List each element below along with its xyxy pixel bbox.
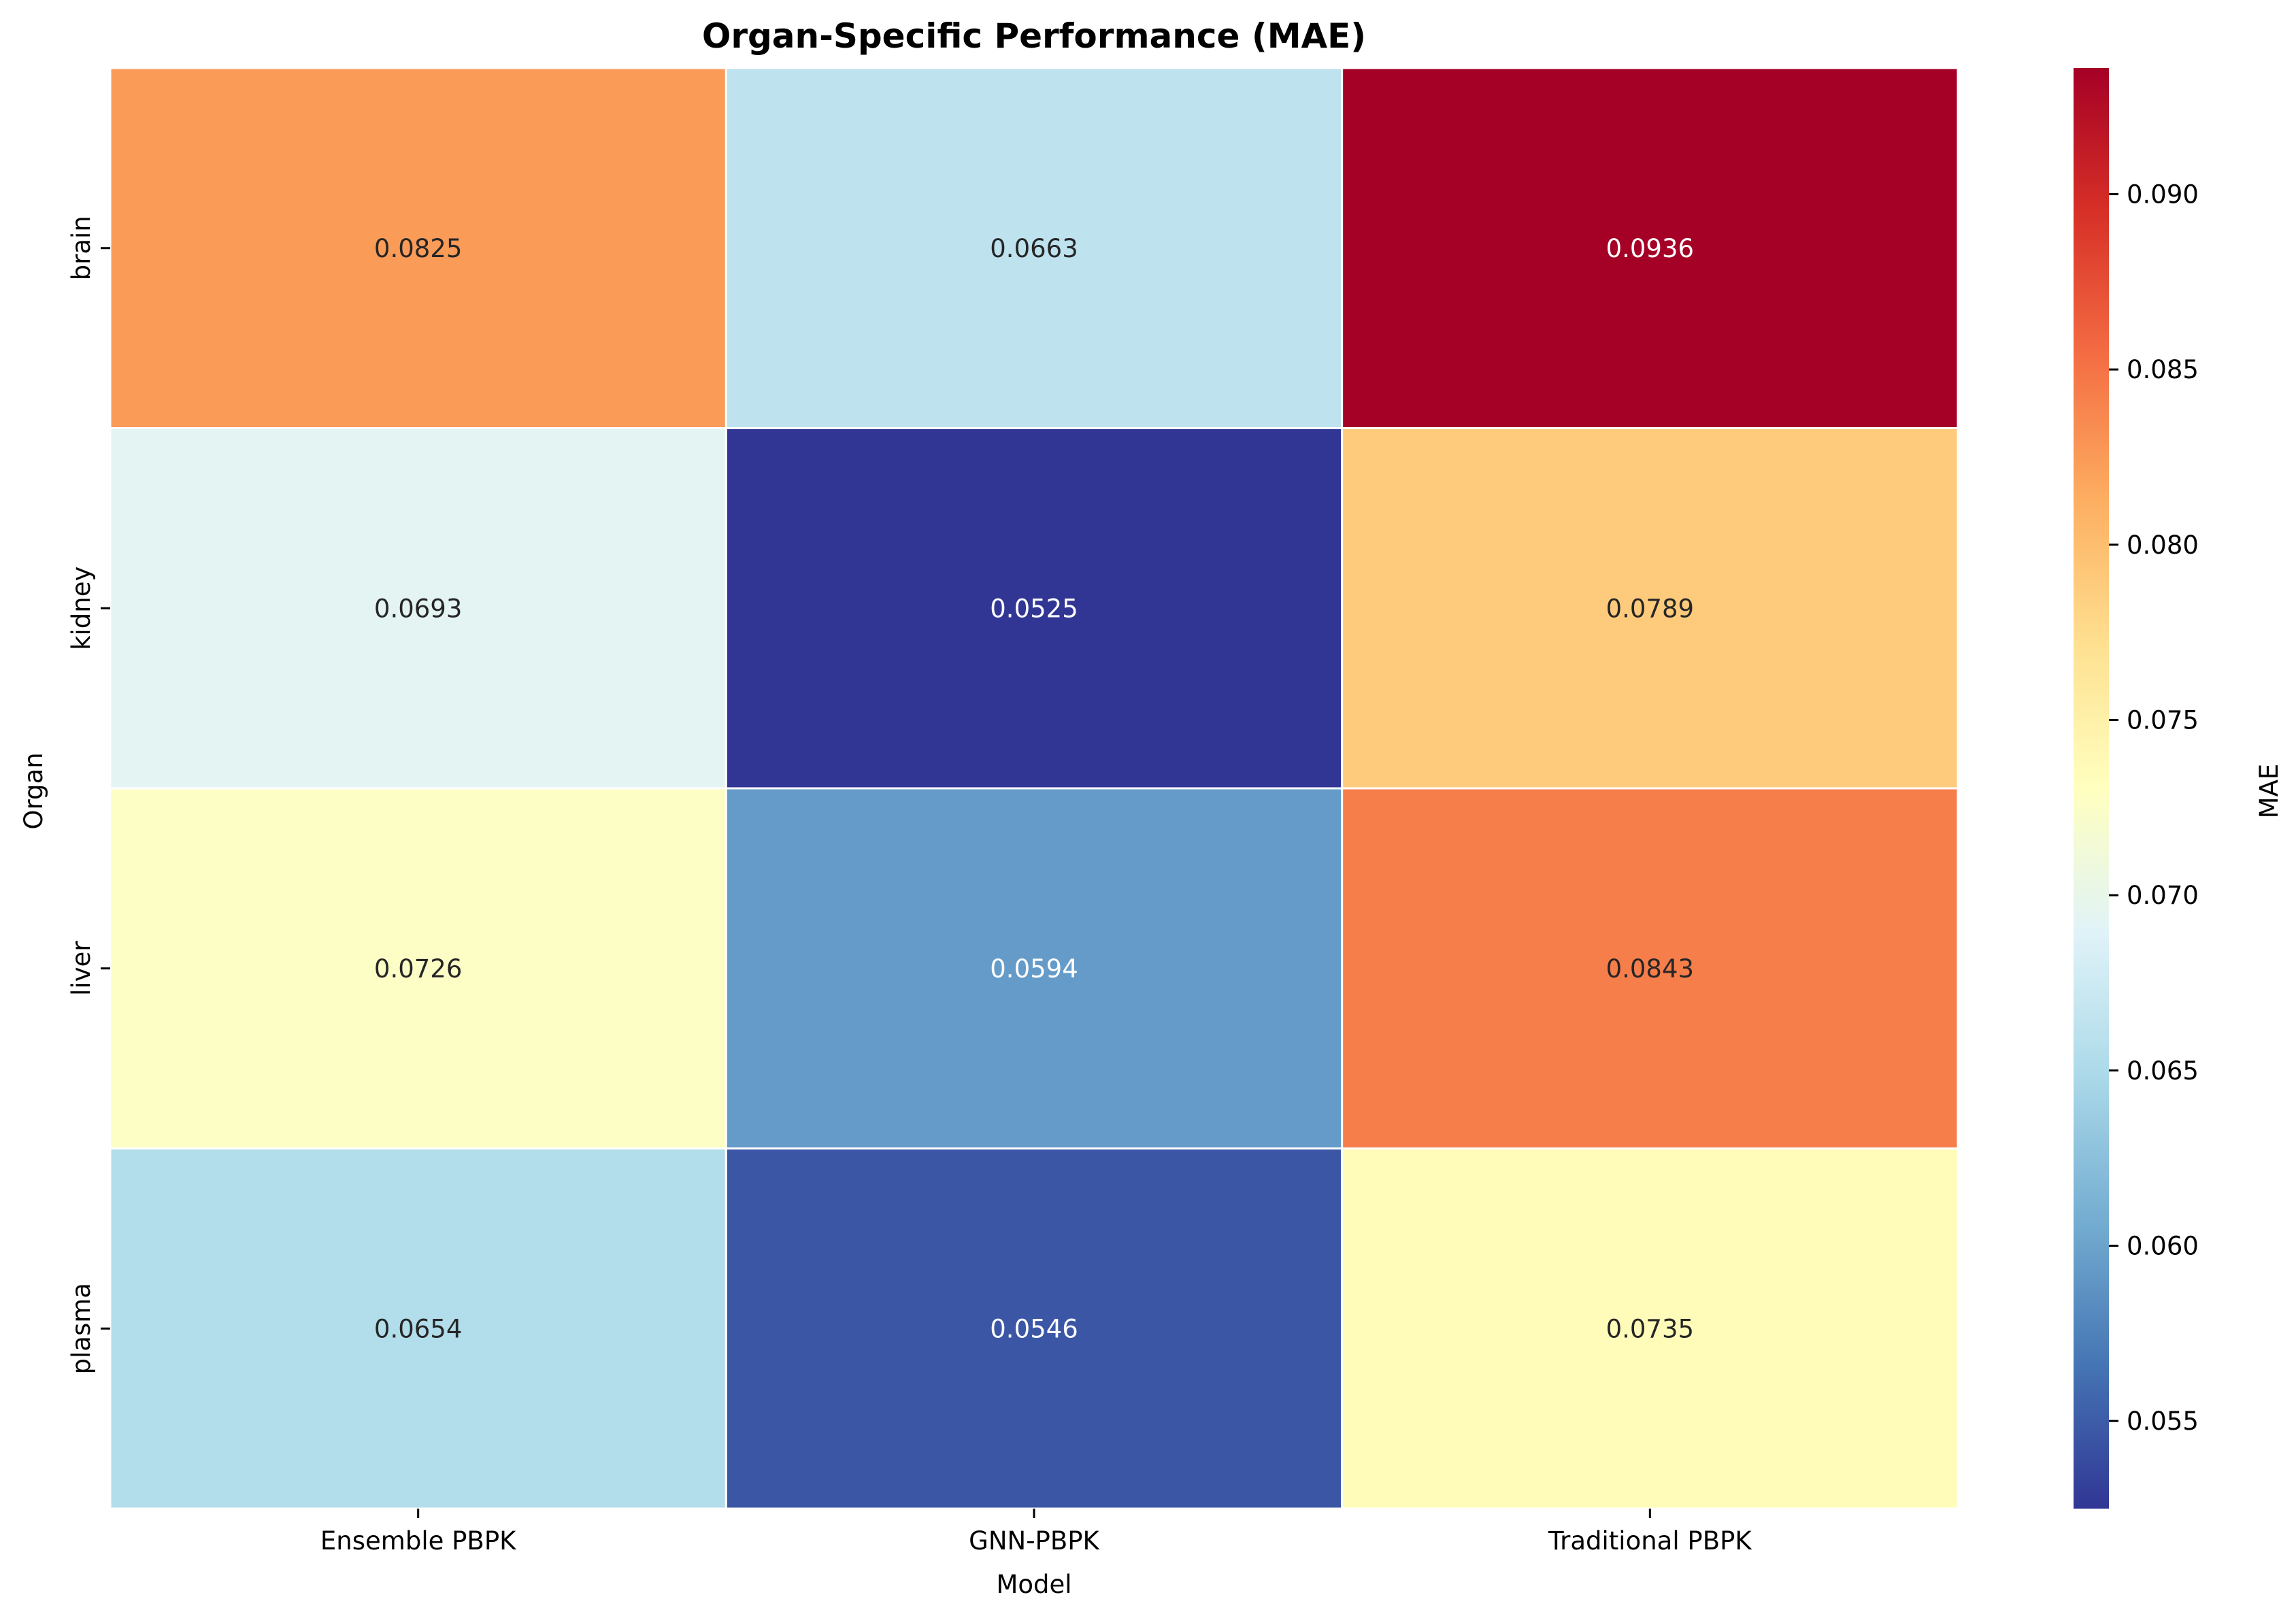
heatmap-cell [1341, 427, 1959, 790]
y-axis: brain kidney liver plasma [67, 216, 110, 1374]
cell-value-label: 0.0735 [1606, 1314, 1694, 1343]
cell-value-label: 0.0789 [1606, 594, 1694, 623]
heatmap-cell [725, 787, 1344, 1149]
heatmap-cell [725, 67, 1344, 429]
x-tick-label: Ensemble PBPK [320, 1526, 517, 1556]
heatmap-cell [725, 427, 1344, 790]
x-tick-label: GNN-PBPK [969, 1526, 1100, 1556]
cell-value-label: 0.0525 [990, 594, 1078, 623]
colorbar-tick-label: 0.080 [2127, 531, 2199, 560]
x-axis-label: Model [996, 1570, 1071, 1599]
colorbar-tick-label: 0.055 [2127, 1407, 2199, 1436]
cell-value-label: 0.0825 [374, 234, 462, 263]
heatmap-cell [1341, 67, 1959, 429]
heatmap-cell [109, 787, 727, 1149]
cell-value-label: 0.0843 [1606, 954, 1694, 984]
y-tick-label: plasma [67, 1283, 96, 1374]
heatmap-cell [109, 427, 727, 790]
y-tick-label: brain [67, 216, 96, 280]
y-tick-label: kidney [67, 567, 96, 650]
heatmap-cells: 0.0825 0.0663 0.0936 0.0693 0.0525 0.0789 0.07… [109, 67, 1959, 1510]
colorbar-tick-label: 0.090 [2127, 180, 2199, 209]
colorbar-tick-label: 0.085 [2127, 355, 2199, 384]
colorbar-tick-label: 0.060 [2127, 1232, 2199, 1261]
heatmap-cell [109, 1147, 727, 1510]
colorbar-tick-label: 0.075 [2127, 706, 2199, 735]
cell-value-label: 0.0693 [374, 594, 462, 623]
y-axis-label: Organ [19, 752, 48, 829]
colorbar-tick-label: 0.070 [2127, 881, 2199, 910]
cell-value-label: 0.0726 [374, 954, 462, 984]
cell-value-label: 0.0936 [1606, 234, 1694, 263]
y-tick-label: liver [67, 941, 96, 996]
heatmap-cell [109, 67, 727, 429]
chart-title: Organ-Specific Performance (MAE) [702, 16, 1366, 56]
cell-value-label: 0.0654 [374, 1314, 462, 1343]
cell-value-label: 0.0546 [990, 1314, 1078, 1343]
heatmap-cell [1341, 1147, 1959, 1510]
colorbar-tick-label: 0.065 [2127, 1056, 2199, 1086]
colorbar-label: MAE [2255, 764, 2284, 819]
colorbar-gradient [2074, 68, 2109, 1509]
colorbar: 0.055 0.060 0.065 0.070 0.075 0.080 0.085 0.090 [2074, 68, 2199, 1509]
cell-value-label: 0.0663 [990, 234, 1078, 263]
x-axis: Ensemble PBPK GNN-PBPK Traditional PBPK [320, 1509, 1752, 1556]
x-tick-label: Traditional PBPK [1548, 1526, 1752, 1556]
cell-value-label: 0.0594 [990, 954, 1078, 984]
